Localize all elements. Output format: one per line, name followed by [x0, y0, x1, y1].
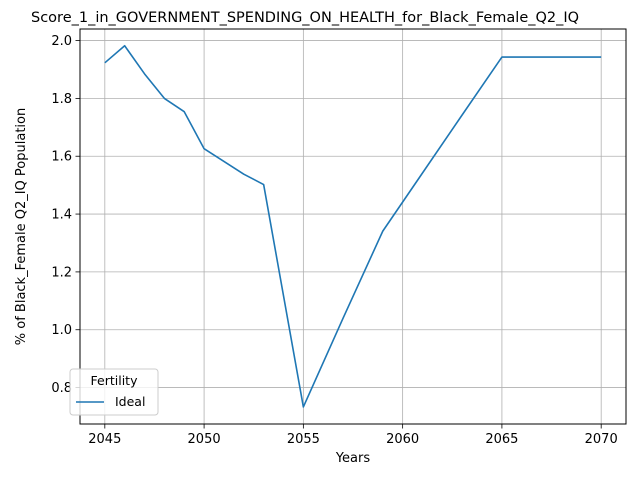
x-axis-ticks: 2045 2050 2055 2060 2065 2070	[88, 424, 618, 447]
legend-box	[69, 368, 159, 416]
chart-title: Score_1_in_GOVERNMENT_SPENDING_ON_HEALTH…	[31, 10, 579, 26]
series-line-ideal	[104, 44, 602, 408]
legend: Fertility Ideal	[69, 368, 159, 416]
x-tick-label-0: 2045	[88, 432, 121, 447]
x-tick-label-2: 2055	[287, 432, 320, 447]
y-axis-label: % of Black_Female Q2_IQ Population	[14, 108, 29, 345]
y-tick-label-4: 1.6	[51, 150, 72, 165]
x-tick-label-1: 2050	[188, 432, 221, 447]
y-tick-label-6: 2.0	[51, 34, 72, 49]
y-tick-label-3: 1.4	[51, 208, 72, 223]
legend-label-ideal: Ideal	[115, 394, 145, 409]
x-tick-label-3: 2060	[386, 432, 419, 447]
series-layer	[104, 44, 602, 408]
y-tick-label-1: 1.0	[51, 323, 72, 338]
x-axis-label: Years	[335, 451, 371, 466]
x-tick-label-5: 2070	[585, 432, 618, 447]
y-tick-label-5: 1.8	[51, 92, 72, 107]
x-tick-label-4: 2065	[485, 432, 518, 447]
y-tick-label-0: 0.8	[51, 381, 72, 396]
y-axis-ticks: 0.8 1.0 1.2 1.4 1.6 1.8 2.0	[51, 34, 80, 396]
y-tick-label-2: 1.2	[51, 265, 72, 280]
grid-lines	[80, 29, 626, 424]
plot-area-frame	[79, 28, 627, 425]
legend-title: Fertility	[91, 373, 139, 388]
